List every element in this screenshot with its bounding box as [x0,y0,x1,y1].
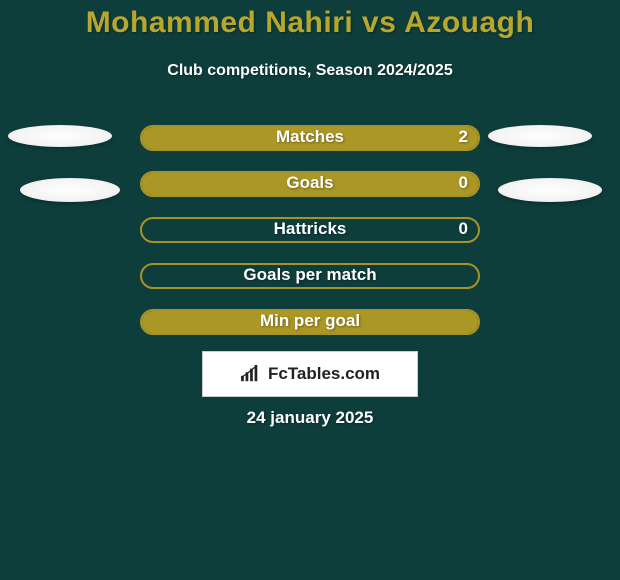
stat-value-right: 0 [459,173,468,193]
subtitle: Club competitions, Season 2024/2025 [0,62,620,80]
stat-value-right: 2 [459,127,468,147]
stat-label: Matches [140,127,480,147]
stat-label: Goals [140,173,480,193]
stat-value-right: 0 [459,219,468,239]
stat-row: Min per goal [0,309,620,337]
stat-row: Matches2 [0,125,620,153]
page-title: Mohammed Nahiri vs Azouagh [0,6,620,40]
comparison-infographic: Mohammed Nahiri vs Azouagh Club competit… [0,0,620,580]
site-badge: FcTables.com [202,351,418,397]
stat-row: Goals per match [0,263,620,291]
stat-label: Min per goal [140,311,480,331]
stat-rows: Matches2Goals0Hattricks0Goals per matchM… [0,125,620,355]
stat-label: Goals per match [140,265,480,285]
site-badge-text: FcTables.com [268,364,380,384]
generation-date: 24 january 2025 [0,408,620,428]
stat-label: Hattricks [140,219,480,239]
chart-bars-icon [240,365,262,383]
stat-row: Goals0 [0,171,620,199]
stat-row: Hattricks0 [0,217,620,245]
